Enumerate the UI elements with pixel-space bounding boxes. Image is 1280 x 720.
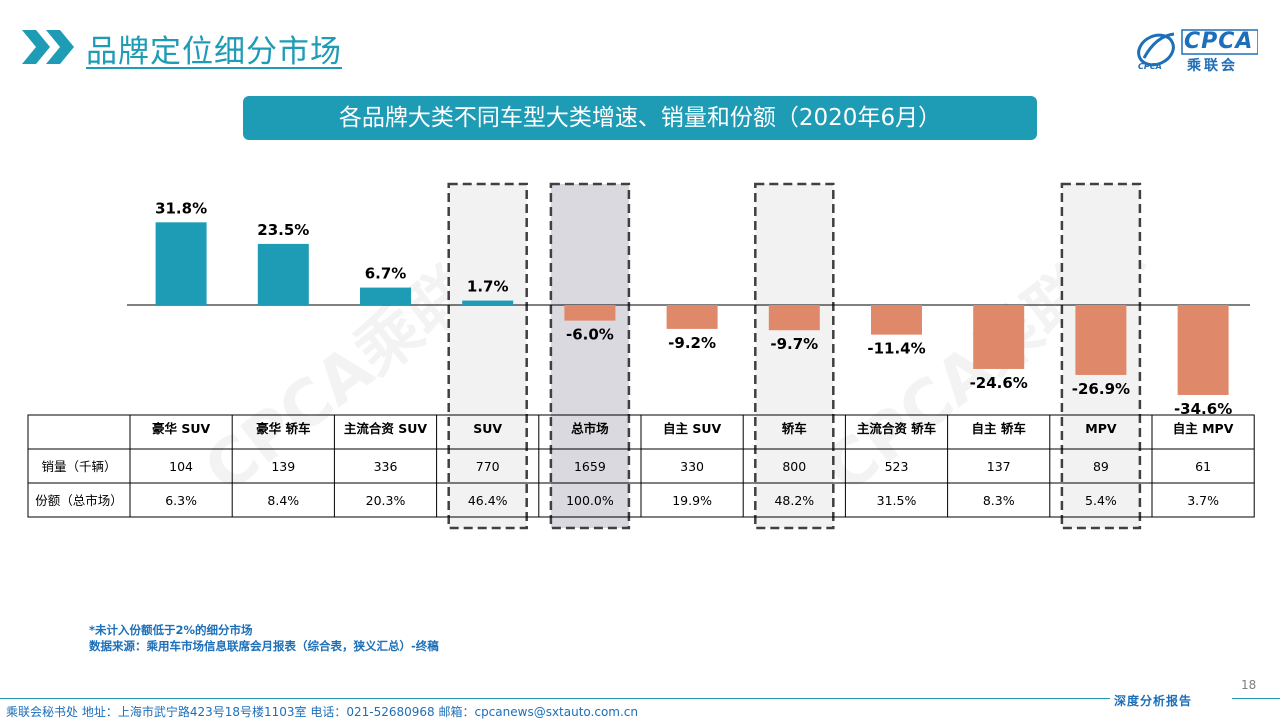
table-cell: 100.0% <box>566 493 614 508</box>
page-number: 18 <box>1241 678 1257 692</box>
bar <box>973 305 1025 369</box>
notes: *未计入份额低于2%的细分市场 数据来源：乘用车市场信息联席会月报表（综合表，狭… <box>89 622 439 654</box>
highlight-box <box>1060 182 1142 530</box>
category-label: 自主 轿车 <box>972 421 1027 436</box>
data-label: 23.5% <box>257 221 309 239</box>
table-cell: 61 <box>1195 459 1211 474</box>
table-cell: 31.5% <box>877 493 917 508</box>
category-label: 主流合资 轿车 <box>857 421 937 436</box>
bar <box>257 243 309 305</box>
category-label: 豪华 轿车 <box>256 421 311 436</box>
data-label: -6.0% <box>566 326 614 344</box>
data-label: -9.7% <box>770 335 818 353</box>
table-cell: 137 <box>987 459 1011 474</box>
table-cell: 46.4% <box>468 493 508 508</box>
data-label: -9.2% <box>668 334 716 352</box>
table-row-label: 份额（总市场） <box>35 493 123 508</box>
data-label: -26.9% <box>1072 380 1130 398</box>
category-label: 主流合资 SUV <box>344 421 428 436</box>
bar <box>1177 305 1229 395</box>
chart-title: 各品牌大类不同车型大类增速、销量和份额（2020年6月） <box>243 96 1037 140</box>
category-label: 自主 SUV <box>663 421 722 436</box>
highlight-box <box>754 182 835 530</box>
footer-divider <box>1232 698 1280 699</box>
table-cell: 89 <box>1093 459 1109 474</box>
bar <box>564 305 616 321</box>
table-cell: 3.7% <box>1187 493 1219 508</box>
table-cell: 6.3% <box>165 493 197 508</box>
footer-report-label: 深度分析报告 <box>1114 694 1193 708</box>
table-cell: 48.2% <box>774 493 814 508</box>
table-cell: 800 <box>782 459 806 474</box>
table-cell: 523 <box>885 459 909 474</box>
data-label: -24.6% <box>970 374 1028 392</box>
table-row-label: 销量（千辆） <box>41 459 116 474</box>
category-label: 总市场 <box>571 421 609 436</box>
data-label: -11.4% <box>867 340 925 358</box>
bar <box>871 305 922 335</box>
note-line: *未计入份额低于2%的细分市场 <box>89 623 253 637</box>
category-label: 豪华 SUV <box>152 421 211 436</box>
table-cell: 330 <box>680 459 704 474</box>
highlight-box <box>549 182 631 530</box>
logo-mini-text: CPCA <box>1138 62 1162 71</box>
footer-address: 乘联会秘书处 地址：上海市武宁路423号18号楼1103室 电话：021-526… <box>6 705 639 719</box>
bar <box>768 305 820 331</box>
cpca-logo-icon <box>1137 29 1258 67</box>
logo-subtext: 乘联会 <box>1187 58 1238 74</box>
data-label: 6.7% <box>365 265 407 283</box>
bar <box>1075 305 1127 375</box>
table-cell: 104 <box>169 459 193 474</box>
table-cell: 8.3% <box>983 493 1015 508</box>
data-label: 31.8% <box>155 199 207 217</box>
category-label: 轿车 <box>782 421 808 436</box>
category-label: 自主 MPV <box>1173 421 1234 436</box>
bar <box>155 222 207 305</box>
bar <box>360 287 411 305</box>
category-label: MPV <box>1085 421 1117 436</box>
highlight-box <box>447 182 528 530</box>
bar <box>666 305 718 329</box>
table-cell: 8.4% <box>267 493 299 508</box>
logo-text: CPCA <box>1184 29 1254 54</box>
table-cell: 20.3% <box>366 493 406 508</box>
table-cell: 19.9% <box>672 493 712 508</box>
source-line: 数据来源：乘用车市场信息联席会月报表（综合表，狭义汇总）-终稿 <box>89 639 439 653</box>
table-cell: 139 <box>271 459 295 474</box>
table-cell: 5.4% <box>1085 493 1117 508</box>
footer-divider <box>0 698 1110 699</box>
table-cell: 770 <box>476 459 500 474</box>
chevron-double-icon <box>22 30 74 64</box>
table-cell: 1659 <box>574 459 606 474</box>
bar <box>462 300 514 305</box>
data-label: -34.6% <box>1174 400 1232 418</box>
table-cell: 336 <box>374 459 398 474</box>
category-label: SUV <box>473 421 502 436</box>
data-label: 1.7% <box>467 278 509 296</box>
page-title: 品牌定位细分市场 <box>86 34 342 70</box>
